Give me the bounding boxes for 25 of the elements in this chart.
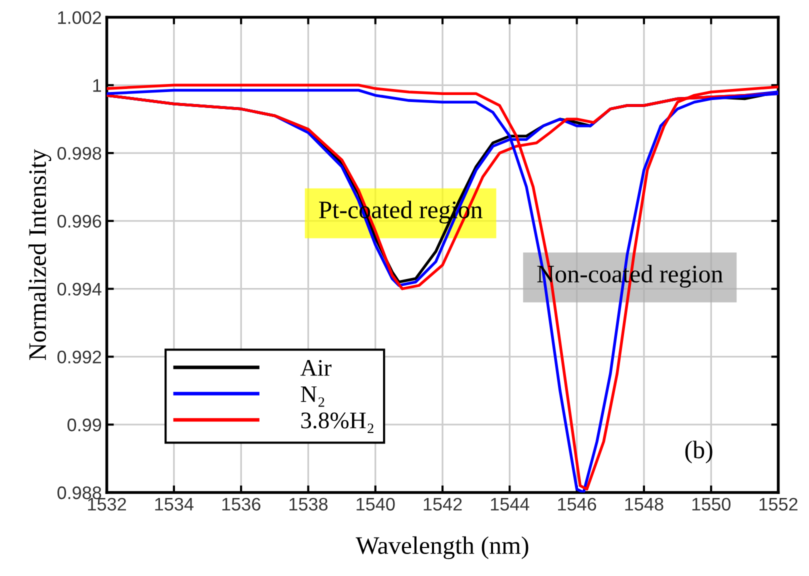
legend-label: 3.8%H₂: [301, 412, 374, 433]
x-tick-label: 1546: [558, 498, 596, 511]
y-tick-label: 1: [93, 79, 102, 92]
x-tick-label: 1544: [490, 498, 530, 511]
legend-label: N₂: [300, 386, 324, 407]
y-tick-label: 0.992: [57, 350, 102, 364]
x-axis-title: Wavelength (nm): [356, 536, 528, 560]
y-tick-label: 1.002: [58, 11, 102, 24]
x-tick-label: 1532: [88, 498, 126, 511]
x-tick-label: 1536: [222, 498, 260, 511]
y-axis-title: Normalized Intensity: [28, 149, 52, 360]
y-tick-label: 0.998: [57, 146, 102, 160]
x-tick-label: 1534: [155, 498, 194, 511]
x-tick-label: 1542: [424, 498, 462, 511]
y-tick-label: 0.996: [57, 214, 102, 228]
y-tick-label: 0.988: [57, 486, 102, 500]
x-tick-label: 1538: [290, 498, 328, 511]
legend-label: Air: [300, 360, 332, 376]
x-tick-label: 1540: [356, 498, 395, 511]
x-tick-label: 1552: [760, 498, 798, 511]
x-tick-label: 1548: [625, 498, 664, 511]
y-tick-label: 0.994: [57, 282, 102, 296]
y-tick-label: 0.99: [67, 418, 102, 432]
x-tick-label: 1550: [692, 498, 730, 511]
annotation: (b): [685, 440, 712, 464]
